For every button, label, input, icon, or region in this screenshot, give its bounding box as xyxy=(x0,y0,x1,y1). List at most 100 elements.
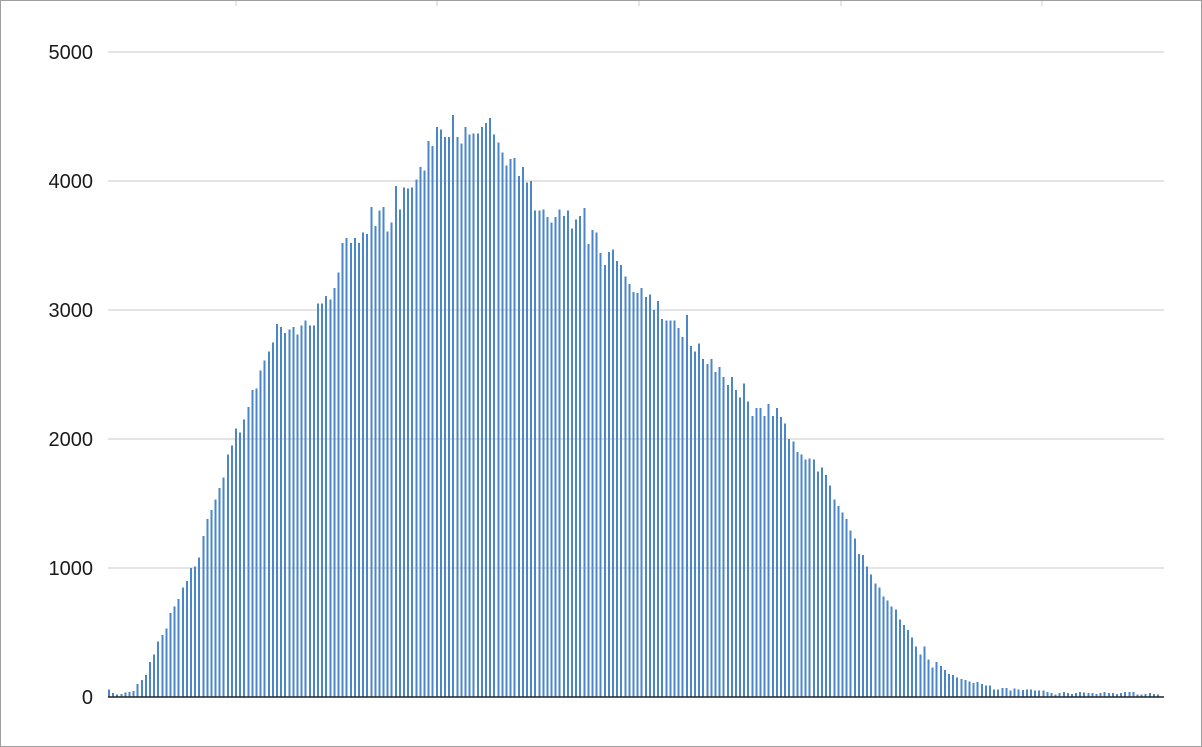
histogram-bar xyxy=(693,351,696,697)
histogram-bar xyxy=(398,209,401,697)
histogram-bar xyxy=(616,260,619,697)
histogram-bar xyxy=(247,406,250,697)
histogram-bar xyxy=(788,439,791,697)
histogram-bar xyxy=(644,297,647,697)
histogram-bar xyxy=(292,326,295,697)
histogram-bar xyxy=(882,596,885,697)
histogram-bar xyxy=(530,181,533,697)
histogram-bar xyxy=(1116,693,1119,697)
histogram-bar xyxy=(202,535,205,697)
histogram-bar xyxy=(734,389,737,697)
histogram-bar xyxy=(685,315,688,697)
histogram-bar xyxy=(321,303,324,697)
histogram-bar xyxy=(874,583,877,697)
histogram-bar xyxy=(374,226,377,697)
histogram-bar xyxy=(587,244,590,697)
histogram-bar xyxy=(935,662,938,697)
histogram-bar xyxy=(468,134,471,697)
histogram-bar xyxy=(452,115,455,697)
histogram-bar xyxy=(189,568,192,697)
histogram-bar xyxy=(849,530,852,697)
histogram-bar xyxy=(382,206,385,698)
histogram-bar xyxy=(353,237,356,697)
histogram-bar xyxy=(484,122,487,697)
histogram-bar xyxy=(866,566,869,697)
histogram-bar xyxy=(448,137,451,697)
histogram-bar xyxy=(1157,694,1159,697)
histogram-bar xyxy=(1029,689,1032,697)
histogram-bar xyxy=(726,384,729,697)
histogram-bar xyxy=(1058,693,1061,697)
histogram-bar xyxy=(480,126,483,697)
histogram-bar xyxy=(132,691,135,697)
histogram-bar xyxy=(1148,693,1151,697)
histogram-bar xyxy=(280,326,283,697)
histogram-bar xyxy=(251,389,254,697)
histogram-bar xyxy=(968,681,971,697)
histogram-bar xyxy=(997,689,1000,697)
histogram-bar xyxy=(407,188,410,698)
histogram-bar xyxy=(546,217,549,697)
histogram-bar xyxy=(165,628,168,697)
histogram-bar xyxy=(497,142,500,698)
histogram-bar xyxy=(780,417,783,697)
histogram-bar xyxy=(325,295,328,697)
histogram-bar xyxy=(710,359,713,697)
histogram-bar xyxy=(222,477,225,697)
histogram-bar xyxy=(730,377,733,697)
histogram-bar xyxy=(472,133,475,697)
histogram-bar xyxy=(1025,689,1028,697)
histogram-bar xyxy=(300,325,303,697)
histogram-bar xyxy=(136,684,139,697)
histogram-bar xyxy=(972,682,975,697)
histogram-bar xyxy=(673,320,676,697)
histogram-bar xyxy=(157,641,160,697)
histogram-bar xyxy=(120,693,123,697)
histogram-bar xyxy=(870,574,873,697)
histogram-bar xyxy=(431,146,434,698)
histogram-bar xyxy=(1066,693,1069,697)
histogram-bar xyxy=(349,242,352,698)
histogram-bar xyxy=(1038,690,1041,697)
histogram-bar xyxy=(259,370,262,697)
histogram-bar xyxy=(1152,693,1155,697)
histogram-bar xyxy=(1124,691,1127,697)
histogram-bar xyxy=(439,129,442,697)
top-notches xyxy=(235,1,1043,6)
grid-layer xyxy=(108,51,1164,569)
histogram-bar xyxy=(681,337,684,697)
histogram-bar xyxy=(525,182,528,698)
y-tick-label: 2000 xyxy=(49,429,94,451)
histogram-bar xyxy=(116,694,119,697)
histogram-bar xyxy=(1099,693,1102,697)
histogram-bar xyxy=(993,689,996,697)
histogram-bar xyxy=(607,251,610,697)
histogram-bar xyxy=(812,459,815,697)
histogram-bar xyxy=(714,371,717,697)
histogram-bar xyxy=(566,210,569,698)
histogram-bar xyxy=(1075,693,1078,697)
histogram-bar xyxy=(308,325,311,697)
histogram-bar xyxy=(1013,688,1016,697)
histogram-bar xyxy=(1050,693,1053,697)
y-tick-label: 1000 xyxy=(49,558,94,580)
histogram-bar xyxy=(1001,687,1004,697)
histogram-bar xyxy=(509,159,512,697)
histogram-bar xyxy=(915,646,918,697)
histogram-bar xyxy=(230,445,233,697)
histogram-bar xyxy=(640,288,643,697)
histogram-bar xyxy=(759,408,762,697)
histogram-bar xyxy=(755,408,758,697)
histogram-bar xyxy=(689,346,692,697)
histogram-bar xyxy=(140,680,143,697)
histogram-bar xyxy=(575,219,578,697)
histogram-bar xyxy=(886,600,889,697)
histogram-bar xyxy=(784,423,787,697)
histogram-bar xyxy=(648,294,651,697)
histogram-bar xyxy=(296,334,299,697)
histogram-bar xyxy=(239,432,242,697)
histogram-bar xyxy=(771,415,774,697)
histogram-bar xyxy=(554,217,557,697)
histogram-bar xyxy=(923,646,926,697)
histogram-bar xyxy=(632,291,635,697)
